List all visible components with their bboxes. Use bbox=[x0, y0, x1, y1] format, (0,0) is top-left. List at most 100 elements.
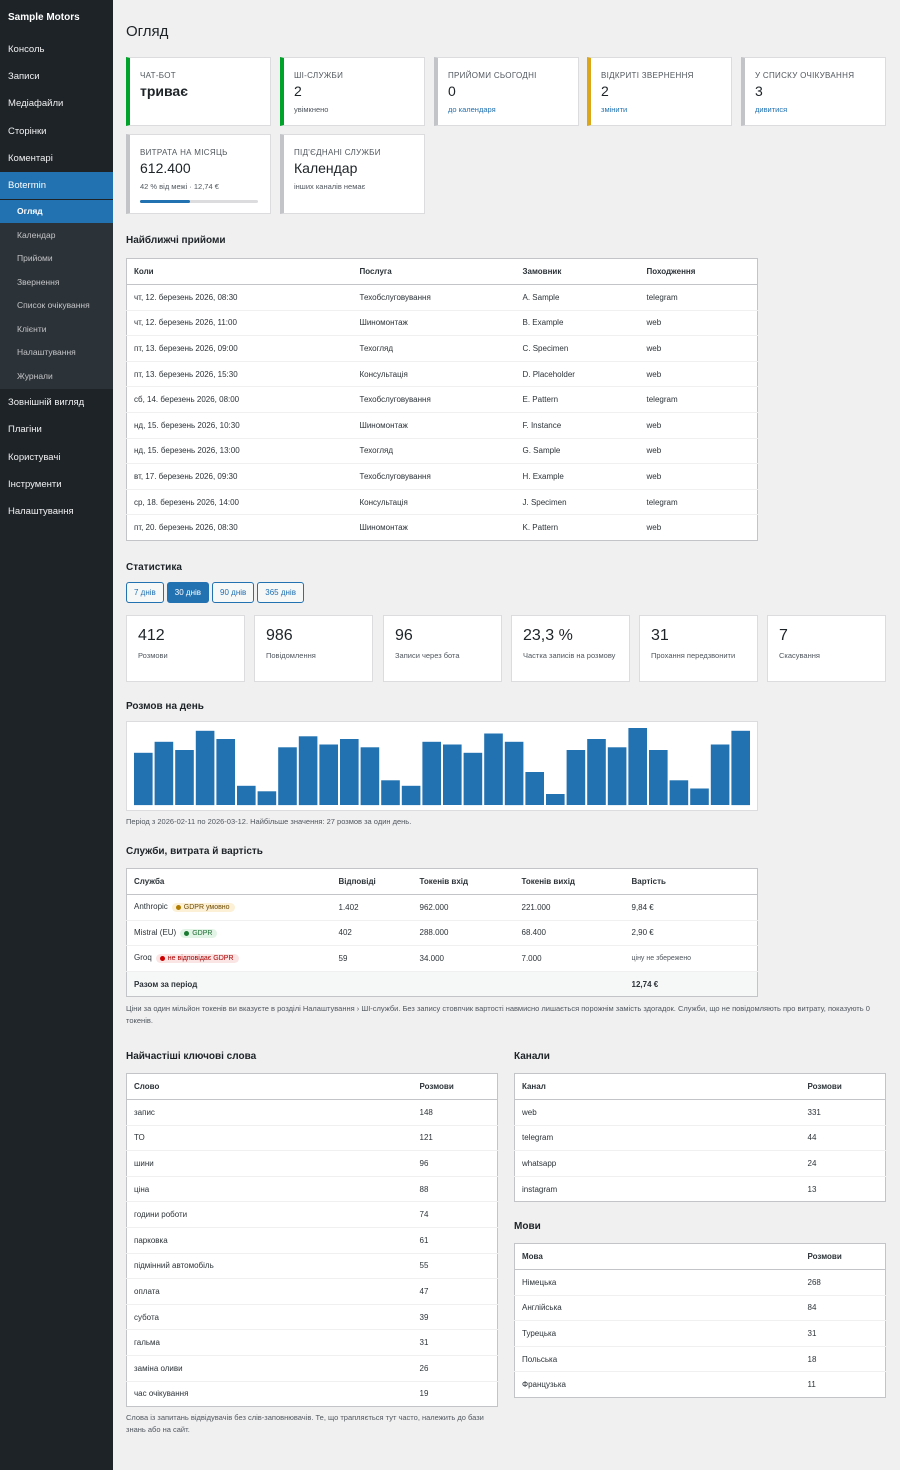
stat-conversations: 412 Розмови bbox=[126, 615, 245, 682]
table-row: instagram 13 bbox=[514, 1175, 886, 1202]
submenu-item-appointments[interactable]: Прийоми bbox=[17, 253, 53, 263]
cost-cell: ціну не збережено bbox=[624, 945, 758, 972]
stat-value: 23,3 % bbox=[523, 627, 573, 644]
table-cell: web bbox=[639, 411, 758, 439]
table-row: Groq не відповідає GDPR 59 34.000 7.000 ц… bbox=[126, 945, 758, 972]
col-service: Послуга bbox=[352, 258, 516, 285]
submenu-item-clients[interactable]: Клієнти bbox=[17, 324, 47, 334]
table-cell: підмінний автомобіль bbox=[126, 1252, 413, 1279]
stat-label: Розмови bbox=[138, 651, 168, 660]
card-label: У СПИСКУ ОЧІКУВАННЯ bbox=[755, 71, 855, 80]
table-cell: 74 bbox=[412, 1201, 498, 1228]
table-cell: 31 bbox=[412, 1329, 498, 1356]
chart-bar bbox=[504, 741, 524, 806]
menu-item-posts[interactable]: Записи bbox=[8, 71, 40, 82]
table-cell: 31 bbox=[800, 1320, 886, 1347]
usage-progress-bar bbox=[140, 200, 258, 203]
col-language: Мова bbox=[514, 1243, 801, 1270]
chart-bar bbox=[731, 730, 750, 806]
chart-bar bbox=[587, 739, 606, 805]
stat-value: 7 bbox=[779, 627, 788, 644]
menu-item-media[interactable]: Медіафайли bbox=[8, 98, 64, 109]
submenu-item-overview[interactable]: Огляд bbox=[0, 200, 113, 223]
chart-bar bbox=[422, 741, 441, 806]
submenu-item-calendar[interactable]: Календар bbox=[17, 230, 56, 240]
menu-item-plugins[interactable]: Плагіни bbox=[8, 424, 42, 435]
table-cell: години роботи bbox=[126, 1201, 413, 1228]
gdpr-badge: не відповідає GDPR bbox=[155, 954, 239, 964]
stat-callback-requests: 31 Прохання передзвонити bbox=[639, 615, 758, 682]
chart-bar bbox=[381, 780, 400, 806]
tokens-out-cell: 221.000 bbox=[514, 894, 625, 921]
submenu-item-logs[interactable]: Журнали bbox=[17, 371, 53, 381]
chart-bar bbox=[546, 794, 565, 805]
table-row: оплата 47 bbox=[126, 1278, 498, 1305]
languages-heading: Мови bbox=[514, 1221, 541, 1232]
table-cell: 11 bbox=[800, 1371, 886, 1398]
site-name[interactable]: Sample Motors bbox=[8, 12, 80, 23]
menu-item-botermin[interactable]: Botermin bbox=[0, 172, 113, 199]
chart-bar bbox=[237, 785, 256, 806]
tab-30-days[interactable]: 30 днів bbox=[166, 582, 210, 603]
table-cell: Німецька bbox=[514, 1269, 801, 1296]
menu-item-tools[interactable]: Інструменти bbox=[8, 479, 62, 490]
menu-item-comments[interactable]: Коментарі bbox=[8, 153, 53, 164]
table-cell: Шиномонтаж bbox=[352, 514, 516, 541]
chart-bar bbox=[566, 750, 586, 805]
table-row: підмінний автомобіль 55 bbox=[126, 1252, 498, 1279]
table-cell: Шиномонтаж bbox=[352, 309, 516, 336]
chart-bar bbox=[298, 736, 318, 806]
menu-item-pages[interactable]: Сторінки bbox=[8, 126, 47, 137]
table-cell: 84 bbox=[800, 1294, 886, 1321]
table-cell: Консультація bbox=[352, 488, 516, 515]
table-cell: Техобслуговування bbox=[352, 463, 516, 490]
chart-bar bbox=[154, 741, 174, 806]
table-cell: Техогляд bbox=[352, 335, 516, 362]
table-cell: telegram bbox=[639, 284, 758, 311]
table-cell: час очікування bbox=[126, 1380, 413, 1407]
table-cell: 268 bbox=[800, 1269, 886, 1296]
menu-item-console[interactable]: Консоль bbox=[8, 44, 45, 55]
channels-table: Канал Розмови web 331 telegram 44 whatsapp 24… bbox=[514, 1073, 886, 1203]
table-row: Французька 11 bbox=[514, 1371, 886, 1398]
botermin-submenu: Огляд Календар Прийоми Звернення Список … bbox=[0, 200, 113, 389]
table-cell: J. Specimen bbox=[515, 488, 640, 515]
table-row: шини 96 bbox=[126, 1150, 498, 1177]
table-cell: сб, 14. березень 2026, 08:00 bbox=[126, 386, 353, 413]
table-cell: 26 bbox=[412, 1354, 498, 1382]
card-label: ВІДКРИТІ ЗВЕРНЕННЯ bbox=[601, 71, 694, 80]
card-value: 612.400 bbox=[140, 160, 191, 176]
table-cell: чт, 12. березень 2026, 11:00 bbox=[126, 309, 353, 336]
tab-365-days[interactable]: 365 днів bbox=[257, 582, 304, 603]
table-cell: пт, 13. березень 2026, 09:00 bbox=[126, 335, 353, 362]
table-row: нд, 15. березень 2026, 13:00 Техогляд G. S… bbox=[126, 437, 758, 464]
change-link[interactable]: змінити bbox=[601, 105, 628, 114]
tab-90-days[interactable]: 90 днів bbox=[212, 582, 255, 603]
table-row: пт, 13. березень 2026, 09:00 Техогляд C. S… bbox=[126, 335, 758, 362]
view-link[interactable]: дивитися bbox=[755, 105, 788, 114]
tokens-out-cell: 7.000 bbox=[514, 945, 625, 972]
menu-item-users[interactable]: Користувачі bbox=[8, 452, 61, 463]
chart-bar bbox=[278, 747, 297, 806]
keywords-table: Слово Розмови запис 148 ТО 121 шини 96 ціна 88 г… bbox=[126, 1073, 498, 1408]
submenu-item-requests[interactable]: Звернення bbox=[17, 277, 60, 287]
submenu-item-waitlist[interactable]: Список очікування bbox=[17, 300, 90, 310]
languages-table: Мова Розмови Німецька 268 Англійська 84 Туре… bbox=[514, 1243, 886, 1398]
card-label: ПІД'ЄДНАНІ СЛУЖБИ bbox=[294, 148, 381, 157]
service-name: Mistral (EU) bbox=[134, 927, 177, 937]
table-cell: 121 bbox=[412, 1124, 498, 1151]
to-calendar-link[interactable]: до календаря bbox=[448, 105, 496, 114]
table-row: пт, 13. березень 2026, 15:30 Консультація… bbox=[126, 360, 758, 387]
tab-7-days[interactable]: 7 днів bbox=[126, 582, 164, 603]
chart-bar bbox=[649, 750, 668, 805]
status-dot-icon bbox=[159, 956, 165, 962]
menu-item-settings[interactable]: Налаштування bbox=[8, 506, 74, 517]
table-row: ціна 88 bbox=[126, 1175, 498, 1202]
services-note: Ціни за один мільйон токенів ви вказуєте… bbox=[126, 1004, 870, 1025]
submenu-item-settings[interactable]: Налаштування bbox=[17, 347, 76, 357]
col-service: Служба bbox=[126, 868, 332, 895]
table-cell: субота bbox=[126, 1303, 413, 1330]
table-row: пт, 20. березень 2026, 08:30 Шиномонтаж K.… bbox=[126, 514, 758, 541]
chart-bar bbox=[257, 791, 277, 806]
menu-item-appearance[interactable]: Зовнішній вигляд bbox=[8, 397, 85, 408]
